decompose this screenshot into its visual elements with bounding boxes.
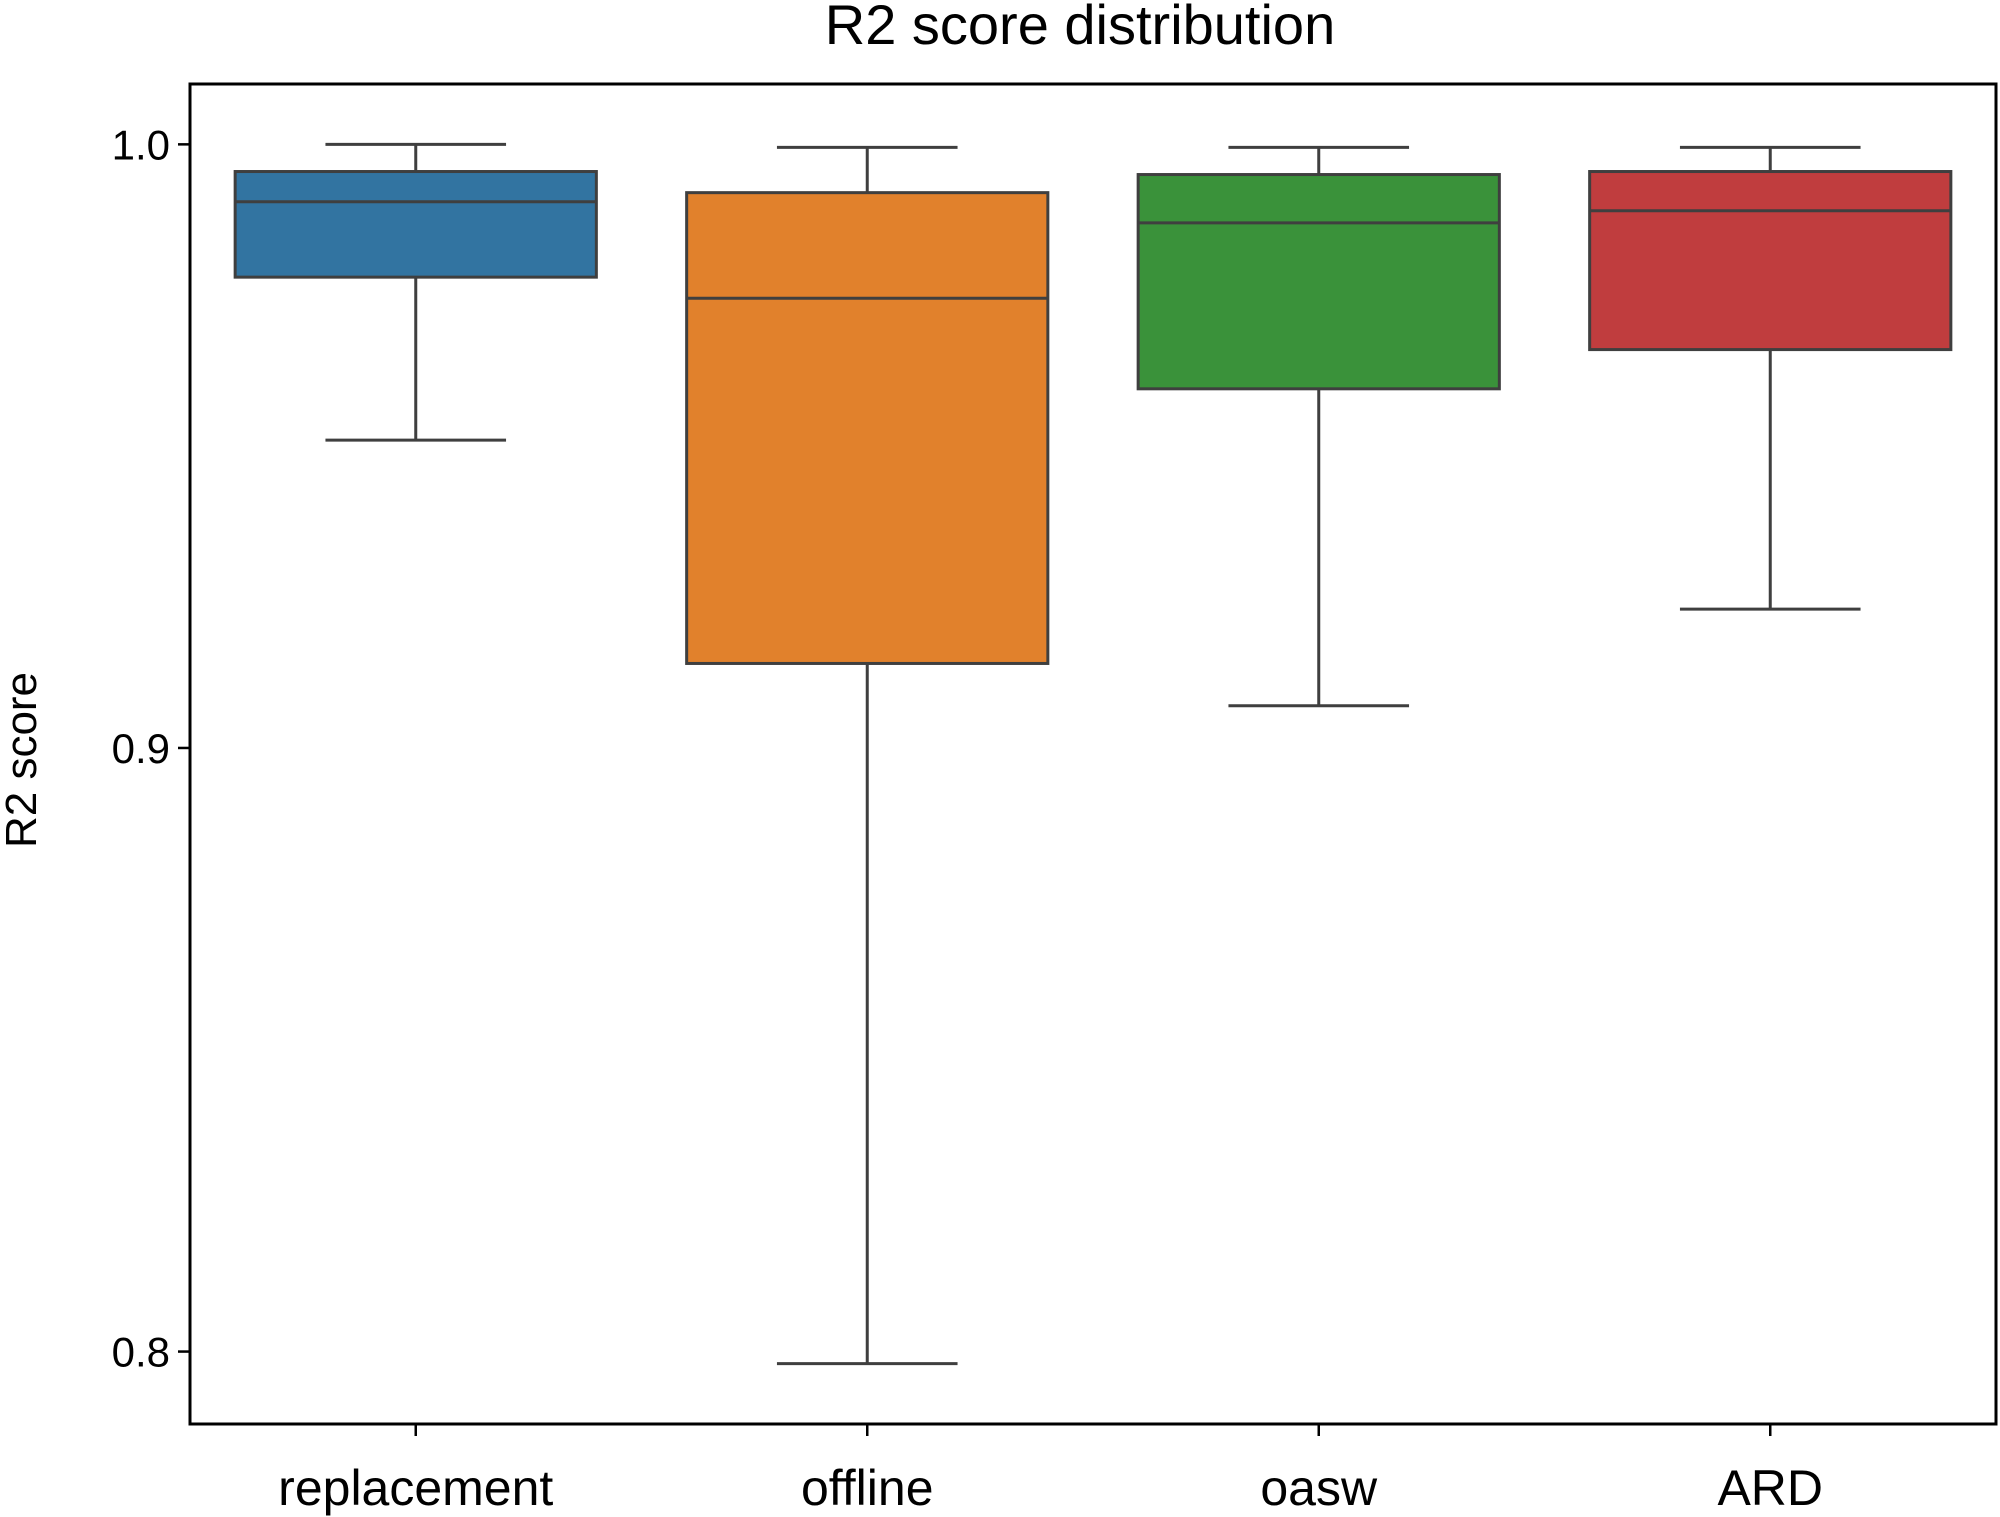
plot-area: replacement offline oasw ARD 0.8 0.9 1.0 xyxy=(112,82,1998,1516)
x-tick-label-oasw: oasw xyxy=(1260,1460,1378,1516)
box-replacement xyxy=(233,170,598,279)
box-ard xyxy=(1588,170,1953,352)
x-tick-label-ard: ARD xyxy=(1717,1460,1823,1516)
y-axis-label: R2 score xyxy=(0,672,46,848)
y-tick-label-1: 0.9 xyxy=(112,725,170,772)
chart-title: R2 score distribution xyxy=(825,0,1335,56)
y-tick-label-0: 0.8 xyxy=(112,1329,170,1376)
box-oasw xyxy=(1136,173,1501,391)
plot-frame xyxy=(188,82,1998,1426)
x-tick-label-offline: offline xyxy=(801,1460,934,1516)
y-tick-label-2: 1.0 xyxy=(112,121,170,168)
box-offline xyxy=(685,191,1050,665)
x-tick-label-replacement: replacement xyxy=(278,1460,553,1516)
